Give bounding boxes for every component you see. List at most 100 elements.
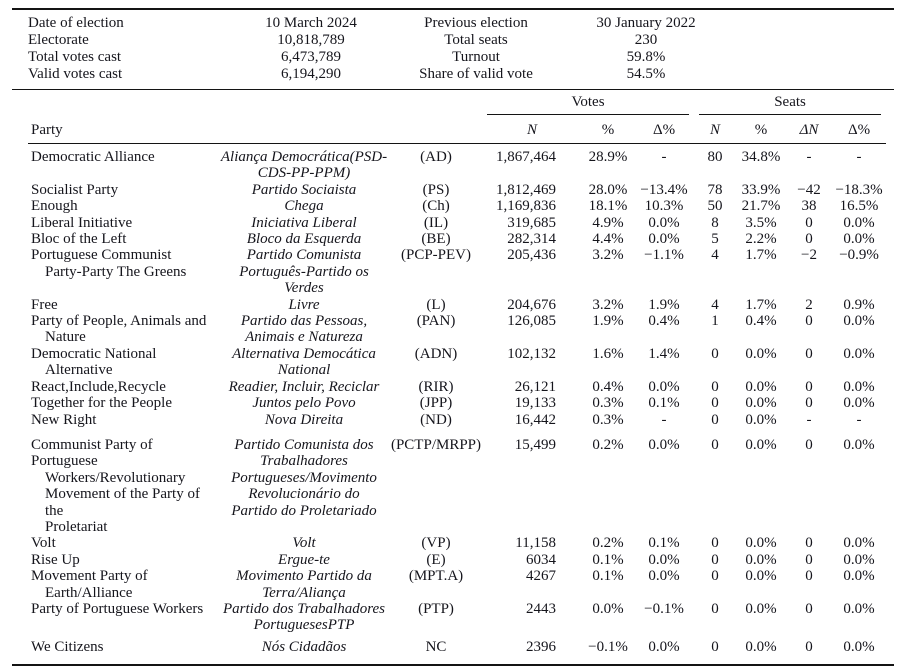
- votes-group-header: Votes: [487, 94, 690, 115]
- party-abbr: (IL): [423, 214, 449, 231]
- seats-delta-pct-header: Δ%: [847, 122, 871, 138]
- summary-label: Share of valid vote: [419, 66, 533, 82]
- party-name-pt-line: Trabalhadores: [260, 453, 348, 470]
- party-name-pt: Alternativa Democática National: [218, 346, 390, 379]
- seats-delta-n-value: 2: [805, 296, 813, 313]
- party-abbr: (L): [426, 296, 446, 313]
- seats-group-header: Seats: [699, 94, 882, 115]
- party-name-pt: Aliança Democrática(PSD- CDS-PP-PPM): [218, 144, 390, 182]
- party-name-en: Party of People, Animals and Nature: [28, 313, 218, 346]
- seats-pct-value: 0.0%: [745, 395, 777, 412]
- party-name-en: Enough: [28, 198, 218, 214]
- votes-pct-value: 3.2%: [592, 296, 624, 313]
- votes-delta-pct-value: 0.0%: [648, 568, 680, 585]
- party-abbr: (Ch): [422, 198, 450, 215]
- party-name-pt-line: Movimento Partido da: [236, 568, 372, 585]
- votes-delta-pct-value: 0.0%: [648, 436, 680, 453]
- seats-pct-value: 21.7%: [741, 198, 781, 215]
- seats-n-header: N: [710, 122, 721, 138]
- votes-delta-pct-value: 10.3%: [644, 198, 684, 215]
- party-name-en: Portuguese Communist Party-Party The Gree…: [28, 247, 218, 296]
- seats-delta-n-value: 0: [805, 345, 813, 362]
- party-name-en-line: Volt: [31, 535, 56, 552]
- seats-pct-value: 2.2%: [745, 231, 777, 248]
- votes-pct-value: 0.2%: [592, 535, 624, 552]
- seats-n-value: 1: [711, 313, 719, 330]
- seats-pct-value: 1.7%: [745, 296, 777, 313]
- party-abbr: NC: [425, 638, 447, 655]
- party-name-en-line: Communist Party of Portuguese: [31, 436, 153, 470]
- party-name-en: React,Include,Recycle: [28, 379, 218, 395]
- seats-delta-n-value: 0: [805, 551, 813, 568]
- party-row: Party of Portuguese Workers Partido dos T…: [28, 601, 886, 634]
- party-row: Free Livre (L) 204,676 3.2% 1.9% 4 1.7% 2 0.9%: [28, 297, 886, 313]
- seats-delta-pct-value: 0.0%: [843, 535, 875, 552]
- summary-label: Total votes cast: [28, 49, 122, 65]
- votes-pct-value: 0.3%: [592, 395, 624, 412]
- votes-delta-pct-value: 0.1%: [648, 395, 680, 412]
- votes-n-value: 2396: [526, 638, 556, 655]
- summary-value: 10 March 2024: [265, 15, 357, 31]
- party-abbr: (MPT.A): [408, 568, 464, 585]
- party-name-pt-line: Chega: [284, 198, 324, 215]
- party-name-pt-line: Partido das Pessoas,: [240, 313, 368, 330]
- seats-delta-n-value: −2: [801, 247, 818, 264]
- votes-n-value: 6034: [526, 551, 556, 568]
- votes-n-value: 1,867,464: [496, 149, 556, 165]
- party-name-pt-line: Português-Partido os: [239, 263, 369, 280]
- party-name-pt-line: Livre: [288, 296, 320, 313]
- seats-pct-value: 0.4%: [745, 313, 777, 330]
- votes-pct-value: 0.1%: [592, 551, 624, 568]
- party-abbr: (E): [426, 551, 446, 568]
- party-name-en-line: Democratic Alliance: [31, 149, 155, 165]
- party-name-pt: Nova Direita: [218, 412, 390, 428]
- party-row: We Citizens Nós Cidadãos NC 2396 −0.1% 0.0% 0 0…: [28, 634, 886, 655]
- party-name-en-line: We Citizens: [31, 638, 104, 655]
- party-name-pt-line: Ergue-te: [278, 551, 330, 568]
- votes-n-value: 2443: [526, 600, 556, 617]
- party-abbr: (RIR): [418, 378, 454, 395]
- group-header-row: Votes Seats: [28, 90, 886, 115]
- seats-n-value: 78: [707, 181, 723, 198]
- party-name-en: Liberal Initiative: [28, 215, 218, 231]
- seats-delta-pct-value: 16.5%: [839, 198, 879, 215]
- seats-n-value: 4: [711, 247, 719, 264]
- party-name-pt-line: Volt: [292, 535, 316, 552]
- party-name-pt-line: Readier, Incluir, Reciclar: [228, 378, 380, 395]
- party-name-en-line: Party of Portuguese Workers: [31, 600, 204, 617]
- votes-delta-pct-value: 0.0%: [648, 378, 680, 395]
- votes-delta-pct-header: Δ%: [652, 122, 676, 138]
- party-name-pt: Nós Cidadãos: [218, 634, 390, 655]
- party-name-en-line: Rise Up: [31, 551, 80, 568]
- party-abbr: (VP): [421, 535, 451, 552]
- seats-pct-value: 0.0%: [745, 568, 777, 585]
- party-name-en: Party of Portuguese Workers: [28, 601, 218, 634]
- party-name-pt-line: Partido Comunista dos: [234, 436, 374, 453]
- summary-label: Total seats: [444, 32, 508, 48]
- party-name-pt-line: Terra/Aliança: [262, 584, 346, 601]
- party-name-pt: Readier, Incluir, Reciclar: [218, 379, 390, 395]
- seats-n-value: 4: [711, 296, 719, 313]
- results-sheet: Date of election 10 March 2024 Previous …: [12, 8, 894, 667]
- votes-pct-value: 0.4%: [592, 378, 624, 395]
- votes-n-value: 26,121: [514, 378, 556, 395]
- party-name-pt: Bloco da Esquerda: [218, 231, 390, 247]
- party-name-en-line: Movement of the Party of the: [45, 486, 200, 519]
- seats-delta-n-value: 0: [805, 395, 813, 412]
- party-abbr: (PCP-PEV): [400, 247, 471, 264]
- seats-delta-n-value: −42: [797, 181, 821, 198]
- votes-n-header: N: [526, 122, 537, 138]
- party-name-en-line: Workers/Revolutionary: [45, 469, 186, 486]
- party-row: Party of People, Animals and Nature Partid…: [28, 313, 886, 346]
- party-name-pt-line: CDS-PP-PPM): [257, 165, 351, 182]
- party-name-en: Communist Party of Portuguese Workers/Rev…: [28, 428, 218, 535]
- party-name-en-line: Party of People, Animals and: [31, 313, 207, 330]
- seats-delta-pct-value: -: [856, 411, 862, 428]
- party-name-pt-line: Partido Comunista: [246, 247, 362, 264]
- results-table: Votes Seats Party N % Δ% N % ΔN Δ% Democ…: [28, 90, 887, 655]
- votes-n-value: 204,676: [507, 296, 556, 313]
- votes-group-header-cell: Votes: [482, 90, 694, 115]
- seats-n-value: 8: [711, 214, 719, 231]
- party-name-en: Democratic Alliance: [28, 144, 218, 182]
- seats-n-value: 5: [711, 231, 719, 248]
